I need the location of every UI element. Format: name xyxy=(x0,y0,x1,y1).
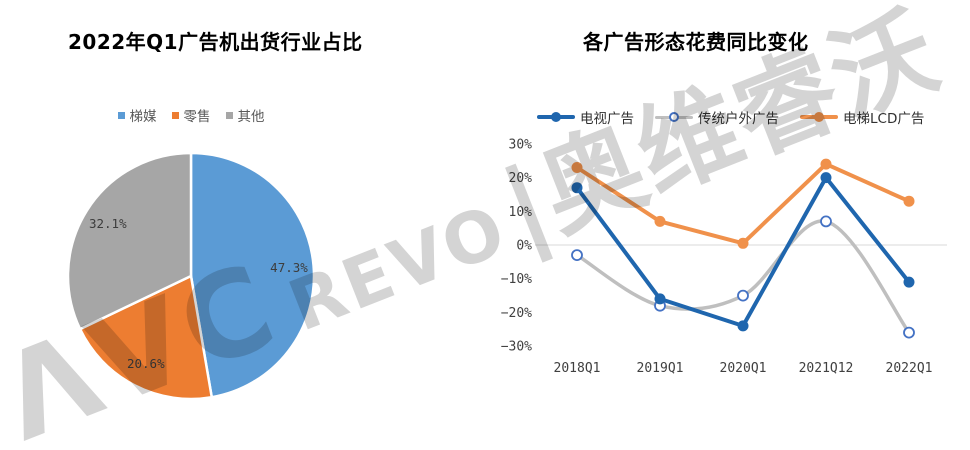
pie-slice-梯媒 xyxy=(189,151,316,399)
series-marker-电梯LCD广告 xyxy=(820,158,832,170)
series-marker-传统户外广告 xyxy=(737,289,749,302)
series-marker-电视广告 xyxy=(654,293,666,305)
pie-legend-label: 零售 xyxy=(183,109,211,125)
line-chart-title: 各广告形态花费同比变化 xyxy=(583,30,809,54)
line-legend-swatch-icon xyxy=(800,111,838,123)
y-tick-label: 20% xyxy=(509,171,533,186)
y-tick-label: −10% xyxy=(501,272,532,287)
series-line-传统户外广告 xyxy=(575,219,911,335)
series-marker-电视广告 xyxy=(820,172,832,184)
pie-chart-title: 2022年Q1广告机出货行业占比 xyxy=(68,30,363,54)
series-marker-传统户外广告 xyxy=(820,215,832,228)
pie-legend-swatch-icon xyxy=(117,111,125,119)
series-marker-电梯LCD广告 xyxy=(903,195,915,207)
line-legend-item-outdoor: 传统户外广告 xyxy=(655,107,779,127)
line-legend: 电视广告 传统户外广告 电梯LCD广告 xyxy=(537,107,924,127)
line-legend-item-elevator-lcd: 电梯LCD广告 xyxy=(800,107,924,127)
line-legend-label: 电梯LCD广告 xyxy=(843,111,925,127)
pie-legend-item-qita: 其他 xyxy=(225,105,265,125)
series-marker-电梯LCD广告 xyxy=(737,237,749,249)
x-tick-label: 2018Q1 xyxy=(554,361,601,376)
pie-legend-item-lingshou: 零售 xyxy=(171,105,211,125)
y-tick-label: −20% xyxy=(501,306,532,321)
x-tick-label: 2019Q1 xyxy=(637,361,684,376)
series-marker-电视广告 xyxy=(737,320,749,332)
pie-slice-零售 xyxy=(78,274,214,401)
pie-legend-swatch-icon xyxy=(225,111,233,119)
series-line-电梯LCD广告 xyxy=(575,162,911,246)
pie-legend-label: 其他 xyxy=(237,109,265,125)
line-legend-swatch-icon xyxy=(655,111,693,123)
pie-legend: 梯媒 零售 其他 xyxy=(0,105,382,125)
series-marker-电梯LCD广告 xyxy=(571,162,583,173)
y-tick-label: −30% xyxy=(501,340,532,355)
y-tick-label: 0% xyxy=(516,239,532,254)
series-marker-电梯LCD广告 xyxy=(654,215,666,227)
series-marker-电视广告 xyxy=(571,182,583,194)
line-legend-swatch-icon xyxy=(537,111,575,123)
pie-slice-其他 xyxy=(66,151,193,331)
line-chart: 30% 20% 10% 0% −10% −20% −30% 2018Q1 2019Q1 2020Q… xyxy=(501,137,947,376)
pie-slice-value-label: 32.1% xyxy=(89,216,127,231)
line-legend-item-tv: 电视广告 xyxy=(537,107,634,127)
pie-slice-value-label: 47.3% xyxy=(270,260,308,275)
y-tick-label: 10% xyxy=(509,205,533,220)
legend-marker-icon xyxy=(814,112,824,122)
pie-legend-item-timei: 梯媒 xyxy=(117,105,157,125)
y-tick-label: 30% xyxy=(509,137,533,152)
x-tick-label: 2021Q12 xyxy=(799,361,854,376)
x-tick-label: 2020Q1 xyxy=(720,361,767,376)
series-marker-传统户外广告 xyxy=(571,249,583,262)
series-marker-电视广告 xyxy=(903,276,915,288)
legend-marker-icon xyxy=(669,112,679,122)
pie-slice-value-label: 20.6% xyxy=(127,356,165,371)
legend-marker-icon xyxy=(551,112,561,122)
pie-legend-label: 梯媒 xyxy=(129,109,157,125)
x-tick-label: 2022Q1 xyxy=(886,361,933,376)
pie-legend-swatch-icon xyxy=(171,111,179,119)
line-legend-label: 电视广告 xyxy=(580,111,634,127)
series-marker-传统户外广告 xyxy=(903,326,915,339)
pie-chart: 47.3% 20.6% 32.1% xyxy=(66,151,316,401)
line-legend-label: 传统户外广告 xyxy=(698,111,779,127)
